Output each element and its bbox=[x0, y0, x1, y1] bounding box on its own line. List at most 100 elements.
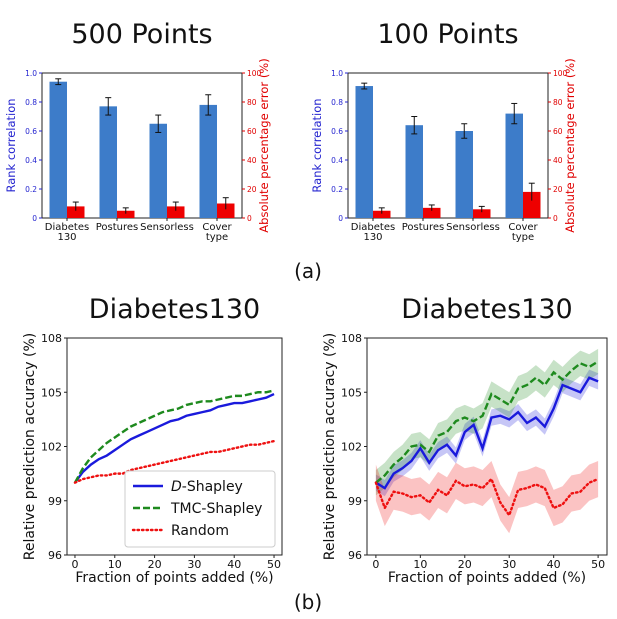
series-line bbox=[375, 360, 599, 484]
y-tick-label: 0 bbox=[32, 214, 37, 223]
x-tick-label: Sensorless bbox=[140, 222, 194, 233]
y2-axis-label: Absolute percentage error (%) bbox=[257, 58, 271, 232]
x-tick-label: 0 bbox=[71, 558, 78, 571]
x-tick-label: 50 bbox=[591, 558, 605, 571]
rank-correlation-bar bbox=[505, 113, 523, 218]
y-tick-label: 0 bbox=[338, 214, 343, 223]
y-axis-label: Relative prediction accuracy (%) bbox=[322, 333, 338, 560]
x-tick-label: Diabetes bbox=[45, 222, 89, 233]
bar-chart-500-points: 500 Points Diabetes130 Postures Sensorless C… bbox=[4, 19, 271, 243]
x-tick-label: 10 bbox=[108, 558, 122, 571]
y2-tick-label: 0 bbox=[553, 214, 558, 223]
legend-entry: Random bbox=[171, 523, 229, 539]
x-tick-label: Cover bbox=[202, 222, 232, 233]
plot-frame bbox=[41, 72, 243, 219]
y-tick-label: 0.8 bbox=[331, 98, 343, 107]
y-tick-label: 0.6 bbox=[331, 127, 343, 136]
panel-label-b: (b) bbox=[294, 590, 322, 614]
percentage-error-bar bbox=[167, 206, 185, 218]
y-tick-label: 96 bbox=[48, 549, 62, 562]
x-tick-label: 30 bbox=[502, 558, 516, 571]
x-tick-label: Sensorless bbox=[446, 222, 500, 233]
legend-entry: D-Shapley bbox=[171, 479, 243, 495]
y-tick-label: 102 bbox=[341, 441, 362, 454]
series-line bbox=[73, 439, 276, 484]
percentage-error-bar bbox=[67, 206, 85, 218]
y2-tick-label: 100 bbox=[247, 69, 262, 78]
x-tick-label: type bbox=[512, 232, 534, 243]
y-tick-label: 99 bbox=[348, 495, 362, 508]
bar-chart-100-points: 100 Points Diabetes130 Postures Sensorless C… bbox=[310, 19, 577, 243]
x-tick-label: 20 bbox=[148, 558, 162, 571]
x-tick-label: 40 bbox=[227, 558, 241, 571]
y-tick-label: 0.6 bbox=[25, 127, 37, 136]
y-tick-label: 0.2 bbox=[25, 185, 37, 194]
y2-tick-label: 80 bbox=[247, 98, 257, 107]
y-axis-label: Relative prediction accuracy (%) bbox=[22, 333, 38, 560]
y2-tick-label: 20 bbox=[553, 185, 563, 194]
y-tick-label: 0.2 bbox=[331, 185, 343, 194]
percentage-error-bar bbox=[217, 203, 235, 218]
x-tick-label: Postures bbox=[96, 222, 139, 233]
x-axis-label: Fraction of points added (%) bbox=[388, 570, 586, 586]
y-tick-label: 96 bbox=[348, 549, 362, 562]
rank-correlation-bar bbox=[49, 81, 67, 218]
y2-tick-label: 40 bbox=[247, 156, 257, 165]
x-tick-label: 40 bbox=[547, 558, 561, 571]
series-line bbox=[73, 392, 275, 484]
percentage-error-bar bbox=[523, 191, 541, 218]
rank-correlation-bar bbox=[405, 125, 423, 218]
y-tick-label: 105 bbox=[341, 386, 362, 399]
x-tick-label: 10 bbox=[413, 558, 427, 571]
x-tick-label: 130 bbox=[363, 232, 382, 243]
x-tick-label: 0 bbox=[372, 558, 379, 571]
confidence-band bbox=[375, 460, 599, 534]
y-tick-label: 99 bbox=[48, 495, 62, 508]
series-line bbox=[73, 389, 275, 484]
x-tick-label: Diabetes bbox=[351, 222, 395, 233]
plot-frame bbox=[347, 72, 549, 219]
rank-correlation-bar bbox=[99, 106, 117, 218]
y-axis-label: Rank correlation bbox=[4, 98, 18, 192]
x-tick-label: type bbox=[206, 232, 228, 243]
y-tick-label: 102 bbox=[41, 441, 62, 454]
y-tick-label: 108 bbox=[41, 332, 62, 345]
y2-tick-label: 100 bbox=[553, 69, 568, 78]
x-tick-label: 50 bbox=[267, 558, 281, 571]
series-line bbox=[374, 476, 600, 518]
x-tick-label: Cover bbox=[508, 222, 538, 233]
y2-tick-label: 80 bbox=[553, 98, 563, 107]
panel-label-a: (a) bbox=[294, 259, 322, 283]
y2-tick-label: 60 bbox=[247, 127, 257, 136]
x-tick-label: Postures bbox=[402, 222, 445, 233]
rank-correlation-bar bbox=[455, 131, 473, 218]
x-tick-label: 130 bbox=[57, 232, 76, 243]
line-chart-diabetes130-variance: Diabetes130 0 10 20 30 40 50 96 99 102 105 108 Fract… bbox=[322, 294, 608, 586]
percentage-error-bar bbox=[117, 210, 135, 218]
rank-correlation-bar bbox=[355, 86, 373, 218]
x-axis-label: Fraction of points added (%) bbox=[75, 570, 273, 586]
chart-title: 500 Points bbox=[71, 19, 212, 50]
series-line bbox=[375, 376, 599, 490]
y2-tick-label: 0 bbox=[247, 214, 252, 223]
x-tick-label: 20 bbox=[458, 558, 472, 571]
y-tick-label: 0.8 bbox=[25, 98, 37, 107]
y-axis-label: Rank correlation bbox=[310, 98, 324, 192]
y-tick-label: 105 bbox=[41, 386, 62, 399]
legend-entry: TMC-Shapley bbox=[170, 501, 262, 517]
legend-box bbox=[124, 470, 276, 548]
line-chart-diabetes130-mean: Diabetes130 0 10 20 30 40 50 96 99 102 105 108 Fract… bbox=[22, 294, 283, 586]
x-tick-label: 30 bbox=[187, 558, 201, 571]
y2-tick-label: 60 bbox=[553, 127, 563, 136]
chart-title: Diabetes130 bbox=[401, 294, 572, 325]
rank-correlation-bar bbox=[199, 104, 217, 218]
percentage-error-bar bbox=[373, 210, 391, 218]
y-tick-label: 1.0 bbox=[331, 69, 343, 78]
chart-title: 100 Points bbox=[377, 19, 518, 50]
y-tick-label: 108 bbox=[341, 332, 362, 345]
y2-tick-label: 40 bbox=[553, 156, 563, 165]
rank-correlation-bar bbox=[149, 123, 167, 218]
y2-axis-label: Absolute percentage error (%) bbox=[563, 58, 577, 232]
y-tick-label: 0.4 bbox=[331, 156, 343, 165]
